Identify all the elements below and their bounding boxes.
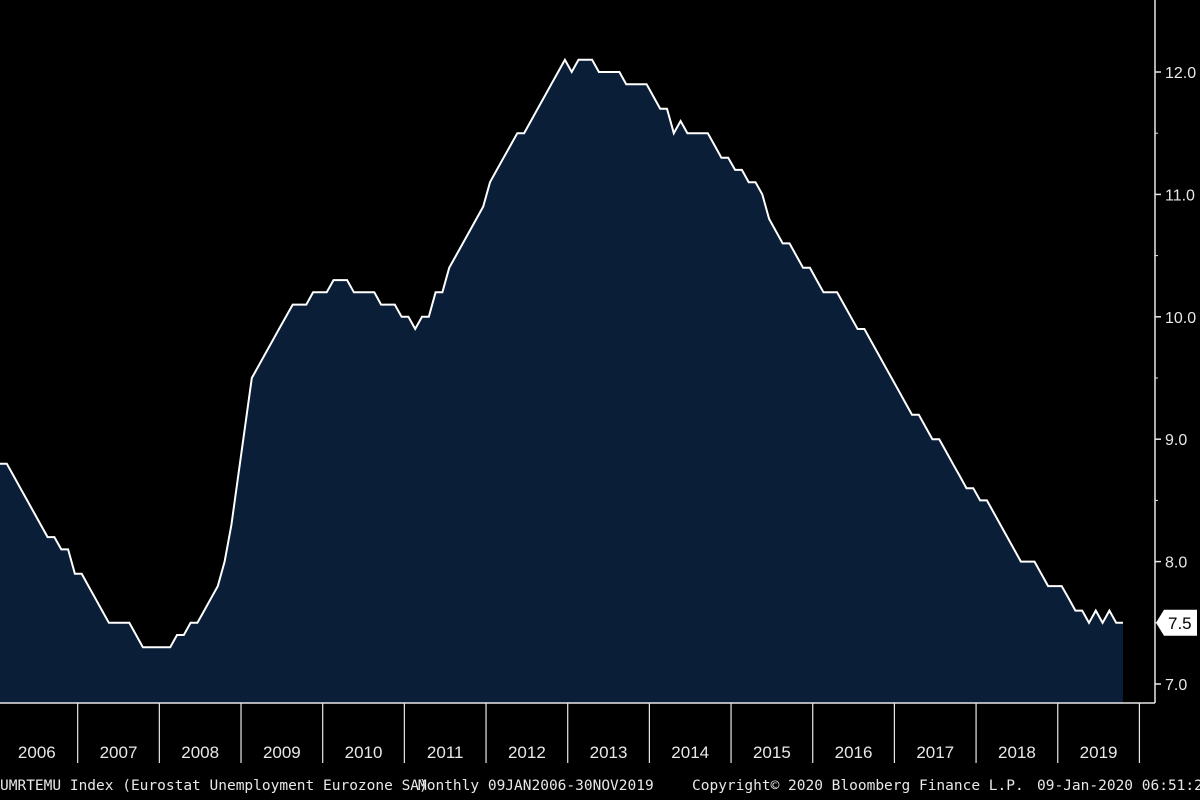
x-tick-label: 2019 [1080,743,1118,762]
y-tick-label: 7.0 [1165,677,1187,694]
ticker-description: UMRTEMU Index (Eurostat Unemployment Eur… [0,778,428,794]
x-tick-label: 2012 [508,743,546,762]
timestamp: 09-Jan-2020 06:51:20 [1037,778,1200,794]
chart-footer: UMRTEMU Index (Eurostat Unemployment Eur… [0,772,1200,800]
y-tick-label: 8.0 [1165,555,1187,572]
last-value-tag-shape [1156,609,1197,636]
y-tick-label: 11.0 [1165,187,1195,204]
x-tick-label: 2013 [590,743,628,762]
x-axis-ticks: 2006 2007 2008 2009 2010 2011 2012 2013 2014 2015… [18,703,1141,763]
y-axis-ticks: 12.0 11.0 10.0 9.0 8.0 7.0 [1155,65,1196,694]
area-fill [0,59,1123,704]
frequency-range: Monthly 09JAN2006-30NOV2019 [418,778,654,794]
x-tick-label: 2018 [998,743,1036,762]
x-tick-label: 2014 [671,743,709,762]
last-value-label: 7.5 [1168,614,1192,633]
x-tick-label: 2011 [427,743,464,762]
y-tick-label: 12.0 [1165,65,1196,82]
x-tick-label: 2015 [753,743,791,762]
y-tick-label: 9.0 [1165,432,1187,449]
x-tick-label: 2016 [835,743,873,762]
y-tick-label: 10.0 [1165,310,1196,327]
x-tick-label: 2010 [345,743,383,762]
series-line [0,57,1123,649]
x-tick-label: 2007 [100,743,138,762]
unemployment-area-chart: 2006 2007 2008 2009 2010 2011 2012 2013 2014 2015… [0,0,1197,763]
x-tick-label: 2006 [18,743,56,762]
x-tick-label: 2008 [181,743,219,762]
last-value-tag: 7.5 [1156,609,1197,636]
copyright-notice: Copyright© 2020 Bloomberg Finance L.P. [692,778,1024,794]
x-tick-label: 2009 [263,743,301,762]
x-tick-label: 2017 [916,743,954,762]
